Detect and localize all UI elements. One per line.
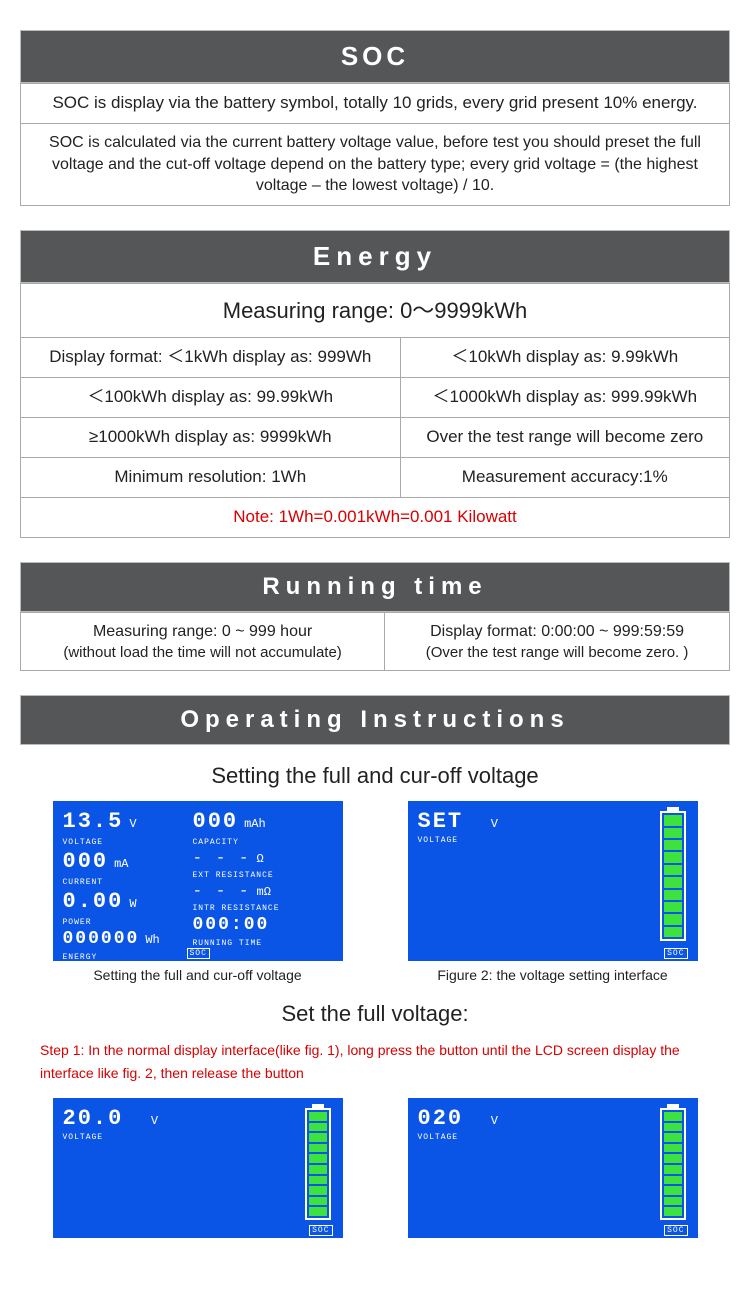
energy-cell: ＜1000kWh display as: 999.99kWh — [400, 378, 729, 418]
runtime-left-top: Measuring range: 0 ~ 999 hour — [31, 621, 374, 643]
energy-cell: Display format: ＜1kWh display as: 999Wh — [21, 338, 401, 378]
energy-header: Energy — [20, 230, 730, 283]
lcd-figure-2: SET V VOLTAGE SOC Figure 2: the voltage … — [408, 801, 698, 983]
energy-section: Energy Measuring range: 0～9999kWh Displa… — [20, 230, 730, 538]
battery-icon — [305, 1108, 331, 1220]
soc-header: SOC — [20, 30, 730, 83]
lcd-figure-4: 020 V VOLTAGE SOC — [408, 1098, 698, 1238]
lcd-soc-label: SOC — [309, 1225, 332, 1236]
lcd-row-1: 13.5V VOLTAGE 000mA CURRENT 0.00W POWER … — [20, 801, 730, 983]
caption-2: Figure 2: the voltage setting interface — [408, 967, 698, 983]
ops-step1: Step 1: In the normal display interface(… — [40, 1039, 710, 1084]
lcd-power: 0.00 — [63, 889, 124, 914]
ops-section: Operating Instructions Setting the full … — [20, 695, 730, 1238]
soc-table: SOC is display via the battery symbol, t… — [20, 83, 730, 206]
runtime-right: Display format: 0:00:00 ~ 999:59:59 (Ove… — [385, 613, 730, 671]
lcd-display-4: 020 V VOLTAGE SOC — [408, 1098, 698, 1238]
runtime-table: Measuring range: 0 ~ 999 hour (without l… — [20, 612, 730, 671]
lcd-display-2: SET V VOLTAGE SOC — [408, 801, 698, 961]
lcd-soc-label: SOC — [187, 948, 210, 959]
lcd-time: 000:00 — [193, 915, 270, 935]
energy-cell: Over the test range will become zero — [400, 418, 729, 458]
lcd-voltage: 13.5 — [63, 809, 124, 834]
runtime-left-bot: (without load the time will not accumula… — [31, 643, 374, 663]
energy-range: Measuring range: 0～9999kWh — [21, 283, 730, 338]
lcd-capacity: 000 — [193, 809, 239, 834]
runtime-section: Running time Measuring range: 0 ~ 999 ho… — [20, 562, 730, 671]
lcd-row-2: 20.0 V VOLTAGE SOC 020 V VOLTAGE SOC — [20, 1098, 730, 1238]
lcd-energy: 000000 — [63, 929, 140, 949]
lcd-figure-1: 13.5V VOLTAGE 000mA CURRENT 0.00W POWER … — [53, 801, 343, 983]
runtime-right-bot: (Over the test range will become zero. ) — [395, 643, 719, 663]
runtime-right-top: Display format: 0:00:00 ~ 999:59:59 — [395, 621, 719, 643]
caption-1: Setting the full and cur-off voltage — [53, 967, 343, 983]
lcd-display-1: 13.5V VOLTAGE 000mA CURRENT 0.00W POWER … — [53, 801, 343, 961]
lcd-voltage: SET — [418, 809, 464, 834]
energy-cell: ＜10kWh display as: 9.99kWh — [400, 338, 729, 378]
lcd-figure-3: 20.0 V VOLTAGE SOC — [53, 1098, 343, 1238]
soc-section: SOC SOC is display via the battery symbo… — [20, 30, 730, 206]
runtime-left: Measuring range: 0 ~ 999 hour (without l… — [21, 613, 385, 671]
energy-note: Note: 1Wh=0.001kWh=0.001 Kilowatt — [21, 498, 730, 538]
lcd-voltage: 020 — [418, 1106, 464, 1131]
battery-icon — [660, 811, 686, 941]
ops-sub1: Setting the full and cur-off voltage — [20, 763, 730, 789]
runtime-header: Running time — [20, 562, 730, 612]
energy-cell: ≥1000kWh display as: 9999kWh — [21, 418, 401, 458]
lcd-soc-label: SOC — [664, 948, 687, 959]
lcd-ext: - - - — [193, 849, 251, 867]
soc-row1: SOC is display via the battery symbol, t… — [21, 84, 730, 124]
energy-cell: ＜100kWh display as: 99.99kWh — [21, 378, 401, 418]
energy-table: Measuring range: 0～9999kWh Display forma… — [20, 283, 730, 538]
lcd-voltage: 20.0 — [63, 1106, 124, 1131]
ops-sub2: Set the full voltage: — [20, 1001, 730, 1027]
ops-header: Operating Instructions — [20, 695, 730, 745]
energy-cell: Measurement accuracy:1% — [400, 458, 729, 498]
energy-cell: Minimum resolution: 1Wh — [21, 458, 401, 498]
lcd-display-3: 20.0 V VOLTAGE SOC — [53, 1098, 343, 1238]
lcd-soc-label: SOC — [664, 1225, 687, 1236]
battery-icon — [660, 1108, 686, 1220]
lcd-intr: - - - — [193, 882, 251, 900]
soc-row2: SOC is calculated via the current batter… — [21, 123, 730, 205]
lcd-current: 000 — [63, 849, 109, 874]
